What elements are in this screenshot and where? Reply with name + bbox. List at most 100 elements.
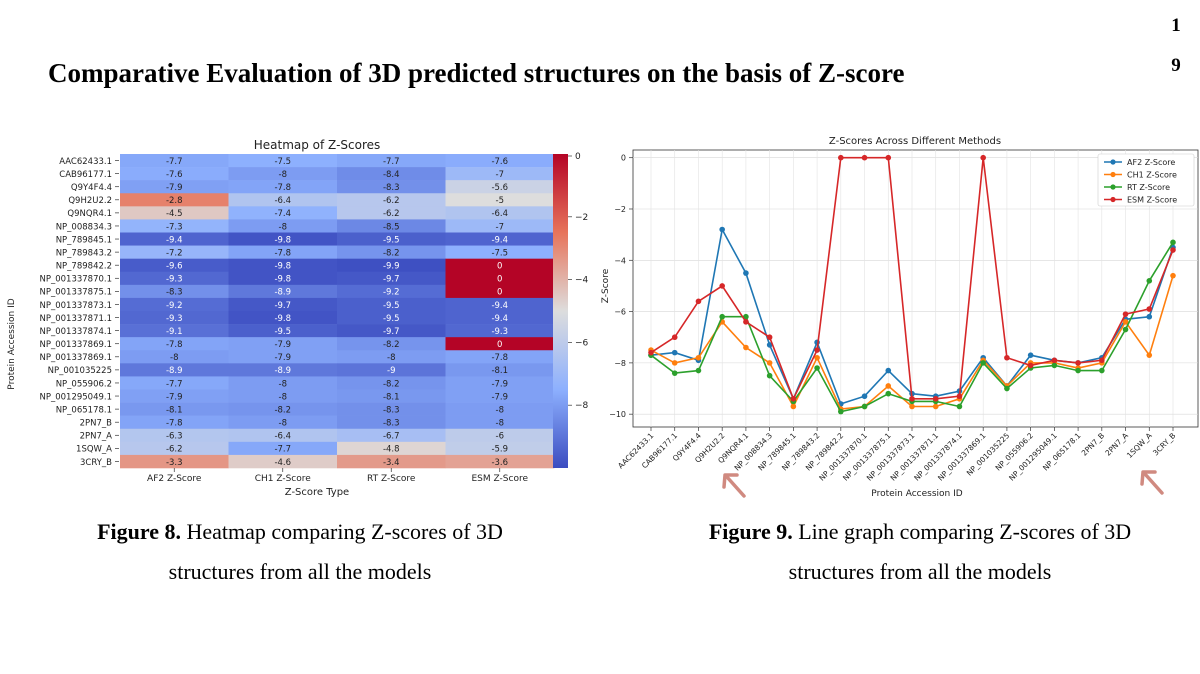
colorbar-tick-label: −4 — [575, 276, 589, 286]
heatmap-cell-label: -8.3 — [383, 183, 400, 193]
figure-9-text-line2: structures from all the models — [788, 559, 1052, 584]
heatmap-cell-label: -7.7 — [383, 157, 400, 167]
series-point-af2 — [885, 367, 892, 374]
heatmap-cell — [337, 206, 446, 220]
heatmap-row-label: 1SQW_A — [76, 445, 112, 455]
heatmap-row-label: Q9H2U2.2 — [68, 196, 112, 206]
heatmap-column-label: RT Z-Score — [367, 474, 416, 484]
heatmap-cell — [445, 454, 555, 469]
heatmap-cell-label: -9.8 — [274, 235, 291, 245]
heatmap-row-label: NP_789843.2 — [56, 248, 112, 258]
heatmap-cell-label: -7.8 — [274, 248, 291, 258]
heatmap-cell — [337, 415, 446, 430]
heatmap-column-label: CH1 Z-Score — [255, 474, 312, 484]
heatmap-cell-label: -7.6 — [166, 170, 183, 180]
figure-9-text-line1: Line graph comparing Z-scores of 3D — [798, 519, 1132, 544]
heatmap-cell-label: -7.9 — [274, 353, 291, 363]
heatmap-cell — [445, 402, 555, 416]
series-point-esm — [648, 349, 654, 356]
heatmap-cell — [120, 389, 229, 403]
heatmap-chart: Heatmap of Z-Scores Protein Accession ID… — [7, 138, 589, 498]
heatmap-row-label: NP_065178.1 — [56, 405, 112, 415]
heatmap-cell-label: -9.7 — [383, 275, 400, 285]
heatmap-cell-label: -7.8 — [166, 419, 183, 429]
heatmap-cell — [445, 363, 555, 377]
heatmap-cell-label: -9.5 — [383, 314, 400, 324]
heatmap-cell-label: -9.1 — [166, 327, 183, 337]
heatmap-row-label: NP_001295049.1 — [39, 392, 112, 402]
heatmap-cell-label: -9.7 — [383, 327, 400, 337]
series-point-rt — [838, 408, 844, 415]
page-number: 1 9 — [1166, 6, 1186, 86]
heatmap-cell — [120, 428, 229, 443]
series-point-esm — [766, 334, 773, 341]
heatmap-cell-label: -9.6 — [166, 262, 183, 272]
heatmap-cell-label: -7 — [496, 222, 504, 232]
series-point-rt — [1170, 239, 1176, 246]
heatmap-row-label: NP_055906.2 — [56, 379, 112, 389]
heatmap-cell-label: -6.2 — [166, 445, 183, 455]
heatmap-row-label: NP_008834.3 — [56, 222, 112, 232]
series-point-esm — [1170, 247, 1176, 253]
heatmap-cell — [337, 219, 446, 233]
heatmap-cell — [337, 337, 446, 351]
series-point-rt — [885, 390, 892, 397]
figure-8-caption: Figure 8. Heatmap comparing Z-scores of … — [40, 512, 560, 592]
series-point-ch1 — [932, 403, 939, 410]
series-point-rt — [1051, 362, 1058, 369]
heatmap-cell — [120, 271, 229, 286]
heatmap-cell-label: -7.5 — [274, 157, 291, 167]
heatmap-cell — [228, 311, 338, 325]
heatmap-cell-label: -2.8 — [166, 196, 183, 206]
heatmap-cell — [445, 337, 555, 351]
heatmap-cell — [445, 311, 555, 325]
heatmap-cell-label: -8 — [279, 419, 287, 429]
heatmap-cell-label: -8.1 — [491, 366, 508, 376]
heatmap-cell — [228, 206, 338, 220]
legend-marker-ch1 — [1110, 171, 1116, 178]
heatmap-cell — [445, 193, 555, 207]
heatmap-cell-label: -6.4 — [274, 196, 291, 206]
series-point-esm — [671, 334, 678, 341]
heatmap-cell-label: -9.7 — [274, 301, 291, 311]
heatmap-cell — [120, 454, 229, 469]
series-point-rt — [814, 365, 820, 371]
heatmap-cell-label: -8.1 — [166, 405, 183, 415]
heatmap-cell — [228, 245, 338, 259]
heatmap-cell-label: 0 — [497, 288, 502, 298]
line-chart-x-tick-label: 2PN7_B — [1080, 431, 1107, 458]
heatmap-row-label: NP_001337873.1 — [39, 301, 112, 311]
heatmap-cell-label: -6.4 — [274, 432, 291, 442]
heatmap-cell — [120, 441, 229, 456]
heatmap-cell — [445, 284, 555, 299]
heatmap-cell — [337, 324, 446, 338]
series-point-rt — [1075, 367, 1081, 374]
heatmap-cell — [337, 284, 446, 299]
heatmap-cell-label: -7.8 — [166, 340, 183, 350]
heatmap-row-label: AAC62433.1 — [59, 157, 112, 167]
heatmap-row-label: NP_001337869.1 — [39, 353, 112, 363]
line-chart-y-tick-label: −8 — [614, 359, 626, 368]
heatmap-row-label: NP_001035225 — [48, 366, 112, 376]
series-point-rt — [743, 313, 749, 320]
heatmap-cell — [228, 232, 338, 246]
arrow-icon-1sqw-a — [1140, 470, 1164, 495]
series-point-rt — [719, 313, 725, 320]
heatmap-cell — [120, 376, 229, 390]
heatmap-cell-label: -6.2 — [383, 209, 400, 219]
heatmap-cell-label: -8.3 — [166, 288, 183, 298]
series-point-esm — [1051, 357, 1058, 364]
series-point-rt — [766, 372, 773, 379]
series-point-rt — [956, 403, 963, 410]
heatmap-cell — [228, 297, 338, 312]
series-point-af2 — [719, 226, 725, 233]
heatmap-row-label: NP_001337875.1 — [39, 288, 112, 298]
heatmap-cell — [228, 389, 338, 403]
heatmap-row-label: NP_789842.2 — [56, 262, 112, 272]
series-point-ch1 — [885, 383, 892, 389]
series-point-esm — [861, 154, 868, 161]
series-point-af2 — [861, 393, 868, 400]
heatmap-column-label: ESM Z-Score — [472, 474, 529, 484]
heatmap-cell-label: -8 — [279, 379, 287, 389]
heatmap-cell-label: -5 — [496, 196, 504, 206]
